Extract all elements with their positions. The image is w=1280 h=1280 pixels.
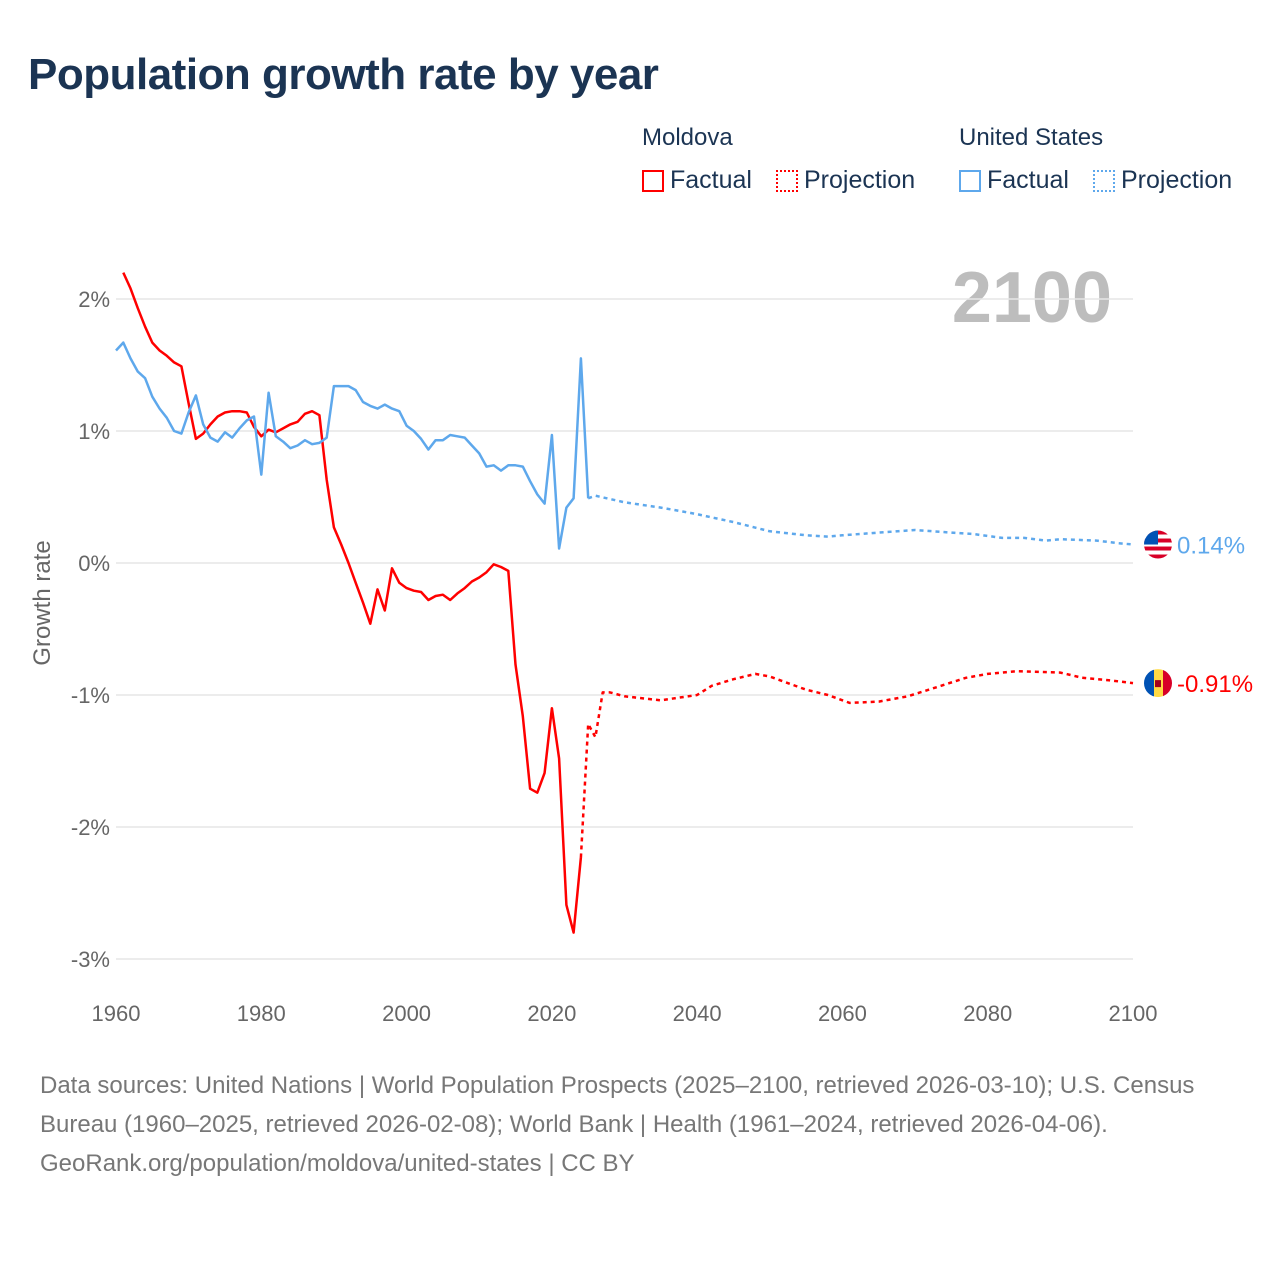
us-flag-icon bbox=[1144, 530, 1172, 559]
x-tick-label: 2100 bbox=[1109, 1001, 1158, 1026]
y-tick-label: -3% bbox=[71, 947, 110, 972]
end-value-label: -0.91% bbox=[1177, 671, 1253, 698]
legend-us-factual[interactable]: Factual bbox=[959, 166, 1069, 195]
legend-moldova-projection[interactable]: Projection bbox=[776, 166, 915, 195]
y-tick-label: 0% bbox=[78, 551, 110, 576]
legend-swatch-dotted-icon bbox=[1093, 169, 1115, 192]
footer: Data sources: United Nations | World Pop… bbox=[40, 1066, 1230, 1183]
line-chart: 2100 2% 1% 0% -1% -2% -3% 1960 1980 2000 2020 2040… bbox=[29, 258, 1253, 1026]
y-tick-label: -1% bbox=[71, 683, 110, 708]
legend-label: Projection bbox=[804, 166, 916, 194]
legend-swatch-solid-icon bbox=[959, 169, 981, 192]
data-sources: Data sources: United Nations | World Pop… bbox=[40, 1072, 1195, 1138]
series-line-united-states-projection bbox=[587, 494, 1134, 546]
legend-label: Factual bbox=[670, 166, 752, 194]
chart-title: Population growth rate by year bbox=[28, 50, 659, 99]
current-year-label: 2100 bbox=[952, 258, 1112, 338]
x-tick-label: 1960 bbox=[92, 1001, 141, 1026]
x-tick-label: 2060 bbox=[818, 1001, 867, 1026]
series-line-moldova-factual bbox=[122, 272, 583, 934]
legend-swatch-dotted-icon bbox=[776, 169, 798, 192]
end-value-label: 0.14% bbox=[1177, 533, 1245, 560]
legend-us-projection[interactable]: Projection bbox=[1093, 166, 1232, 195]
x-tick-label: 2040 bbox=[673, 1001, 722, 1026]
legend-label: Factual bbox=[987, 166, 1069, 194]
series-line-moldova-projection bbox=[579, 669, 1134, 858]
credit-link[interactable]: GeoRank.org/population/moldova/united-st… bbox=[40, 1150, 635, 1177]
series-line-united-states-factual bbox=[115, 341, 590, 550]
moldova-flag-icon bbox=[1144, 669, 1172, 698]
y-tick-label: 1% bbox=[78, 419, 110, 444]
y-tick-label: 2% bbox=[78, 287, 110, 312]
x-tick-label: 1980 bbox=[237, 1001, 286, 1026]
legend-moldova-factual[interactable]: Factual bbox=[642, 166, 752, 195]
y-tick-label: -2% bbox=[71, 815, 110, 840]
x-tick-label: 2020 bbox=[527, 1001, 576, 1026]
legend-label: Projection bbox=[1121, 166, 1233, 194]
legend-group-moldova: Moldova bbox=[642, 124, 733, 151]
y-axis-label: Growth rate bbox=[29, 540, 56, 665]
legend-swatch-solid-icon bbox=[642, 169, 664, 192]
legend-group-united-states: United States bbox=[959, 124, 1104, 151]
x-tick-label: 2080 bbox=[963, 1001, 1012, 1026]
x-tick-label: 2000 bbox=[382, 1001, 431, 1026]
